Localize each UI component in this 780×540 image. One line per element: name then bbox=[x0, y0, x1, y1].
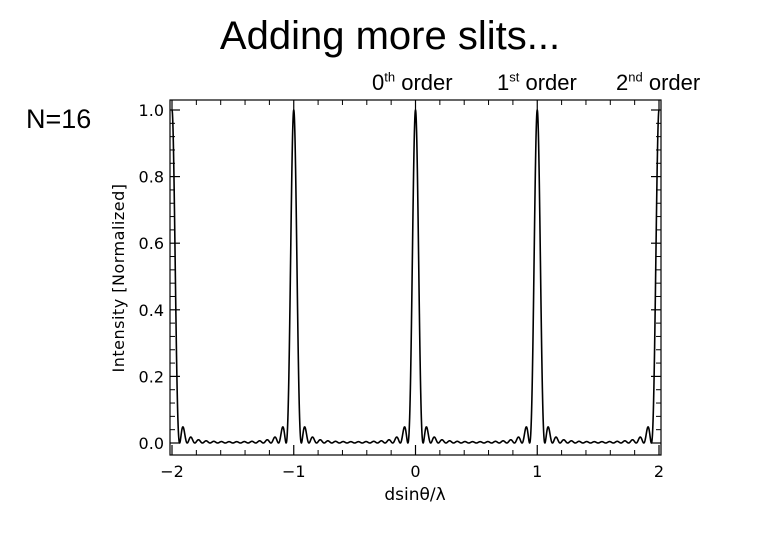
y-ticks: 0.0 0.2 0.4 0.6 0.8 1.0 bbox=[139, 101, 661, 453]
order-word: order bbox=[519, 70, 577, 95]
x-tick-label: −1 bbox=[282, 462, 306, 481]
order-label-1: 1st order bbox=[497, 70, 577, 96]
order-word: order bbox=[642, 70, 701, 95]
y-tick-label: 0.4 bbox=[139, 301, 164, 320]
order-num: 2 bbox=[616, 70, 629, 95]
y-tick-label: 1.0 bbox=[139, 101, 164, 120]
x-axis-label: dsinθ/λ bbox=[384, 485, 445, 505]
x-tick-label: 0 bbox=[410, 462, 420, 481]
x-tick-label: −2 bbox=[160, 462, 184, 481]
y-tick-label: 0.0 bbox=[139, 434, 164, 453]
y-tick-label: 0.8 bbox=[139, 168, 164, 187]
x-ticks: −2 −1 0 1 2 bbox=[160, 100, 664, 481]
order-label-0: 0th order bbox=[372, 70, 453, 96]
plot-frame bbox=[169, 99, 662, 456]
slide-title: Adding more slits... bbox=[219, 14, 561, 58]
order-num: 1 bbox=[497, 70, 510, 95]
order-num: 0 bbox=[372, 70, 385, 95]
y-tick-label: 0.2 bbox=[139, 367, 164, 386]
x-tick-label: 2 bbox=[654, 462, 664, 481]
order-label-2: 2nd order bbox=[616, 70, 700, 96]
x-tick-label: 1 bbox=[532, 462, 542, 481]
y-axis-label: Intensity [Normalized] bbox=[109, 184, 128, 373]
order-suffix: st bbox=[509, 69, 520, 85]
order-word: order bbox=[395, 70, 453, 95]
intensity-curve bbox=[171, 109, 660, 444]
slit-count-label: N=16 bbox=[26, 104, 92, 134]
y-tick-label: 0.6 bbox=[139, 234, 164, 253]
order-suffix: th bbox=[384, 69, 396, 85]
order-suffix: nd bbox=[628, 69, 643, 85]
